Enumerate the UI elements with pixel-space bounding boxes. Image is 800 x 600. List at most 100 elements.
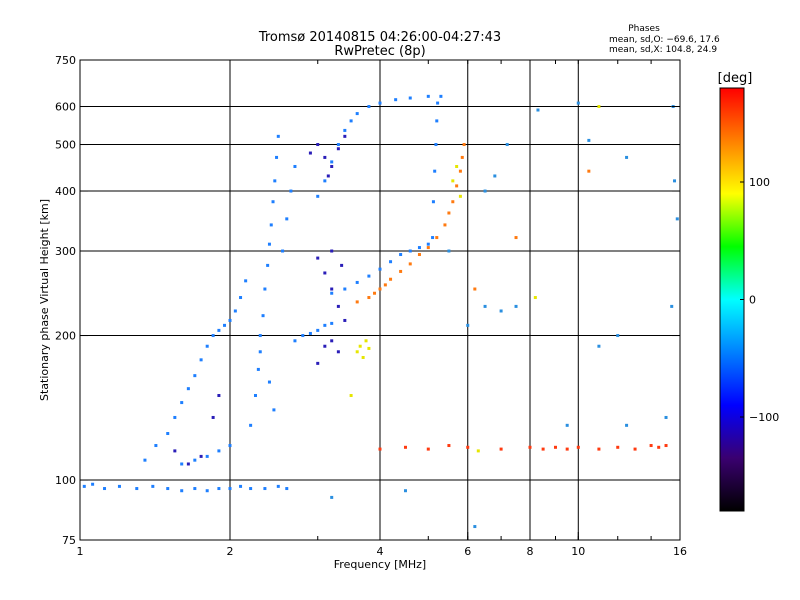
data-point	[408, 262, 412, 266]
data-point	[473, 525, 477, 529]
data-point	[217, 394, 221, 398]
data-point	[239, 484, 243, 488]
data-point	[244, 279, 248, 283]
data-point	[343, 128, 347, 132]
y-tick-label: 400	[55, 185, 76, 198]
y-tick-label: 100	[55, 474, 76, 487]
legend-line-x: mean, sd,X: 104.8, 24.9	[609, 45, 717, 55]
data-point	[143, 458, 147, 462]
data-point	[378, 287, 382, 291]
data-point	[323, 179, 327, 183]
data-point	[217, 449, 221, 453]
data-point	[675, 217, 679, 221]
data-point	[426, 242, 430, 246]
data-point	[493, 174, 497, 178]
data-point	[271, 200, 275, 204]
data-point	[597, 344, 601, 348]
x-tick-label: 8	[527, 545, 534, 558]
data-point	[473, 287, 477, 291]
data-point	[505, 143, 509, 147]
data-point	[239, 296, 243, 300]
data-point	[186, 462, 190, 466]
data-point	[565, 423, 569, 427]
data-point	[135, 487, 139, 491]
gridlines	[80, 60, 680, 540]
data-point	[91, 482, 95, 486]
data-point	[205, 454, 209, 458]
data-point	[657, 445, 661, 449]
data-point	[180, 462, 184, 466]
data-point	[228, 487, 232, 491]
data-point	[408, 96, 412, 100]
y-tick-label: 300	[55, 245, 76, 258]
data-point	[308, 151, 312, 155]
data-point	[330, 164, 334, 168]
data-point	[323, 155, 327, 159]
y-tick-label: 750	[55, 54, 76, 67]
data-point	[483, 304, 487, 308]
data-point	[330, 160, 334, 164]
data-point	[103, 487, 107, 491]
data-point	[625, 423, 629, 427]
data-point	[355, 280, 359, 284]
data-point	[367, 105, 371, 109]
data-point	[186, 387, 190, 391]
data-point	[340, 263, 344, 267]
data-point	[228, 444, 232, 448]
data-point	[499, 447, 503, 451]
data-point	[272, 408, 276, 412]
data-point	[275, 155, 279, 159]
data-point	[451, 179, 455, 183]
data-point	[316, 361, 320, 365]
data-point	[378, 447, 382, 451]
data-point	[458, 169, 462, 173]
data-point	[323, 271, 327, 275]
data-point	[499, 309, 503, 313]
colorbar-tick-label: −100	[749, 411, 779, 424]
data-point	[616, 445, 620, 449]
y-tick-label: 500	[55, 139, 76, 152]
data-point	[533, 296, 537, 300]
data-point	[285, 217, 289, 221]
x-axis-label: Frequency [MHz]	[334, 558, 426, 571]
data-point	[403, 445, 407, 449]
data-point	[466, 445, 470, 449]
data-point	[664, 415, 668, 419]
data-point	[514, 304, 518, 308]
data-point	[180, 489, 184, 493]
data-point	[399, 269, 403, 273]
data-point	[343, 318, 347, 322]
data-point	[439, 94, 443, 98]
data-point	[330, 249, 334, 253]
data-point	[336, 143, 340, 147]
data-point	[378, 101, 382, 105]
data-point	[349, 119, 353, 123]
data-point	[358, 344, 362, 348]
data-point	[258, 350, 262, 354]
data-point	[553, 445, 557, 449]
data-point	[336, 350, 340, 354]
data-point	[301, 334, 305, 338]
data-point	[326, 174, 330, 178]
data-point	[364, 339, 368, 343]
data-point	[228, 318, 232, 322]
x-tick-label: 16	[673, 545, 687, 558]
data-point	[276, 134, 280, 138]
data-point	[330, 291, 334, 295]
data-point	[166, 432, 170, 436]
x-tick-label: 6	[464, 545, 471, 558]
data-point	[330, 339, 334, 343]
data-point	[316, 256, 320, 260]
data-point	[587, 138, 591, 142]
data-point	[281, 249, 285, 253]
data-point	[443, 223, 447, 227]
data-point	[435, 236, 439, 240]
data-point	[649, 444, 653, 448]
data-point	[117, 484, 121, 488]
data-point	[399, 253, 403, 257]
x-tick-label: 10	[571, 545, 585, 558]
data-point	[316, 194, 320, 198]
data-point	[343, 134, 347, 138]
data-point	[316, 143, 320, 147]
